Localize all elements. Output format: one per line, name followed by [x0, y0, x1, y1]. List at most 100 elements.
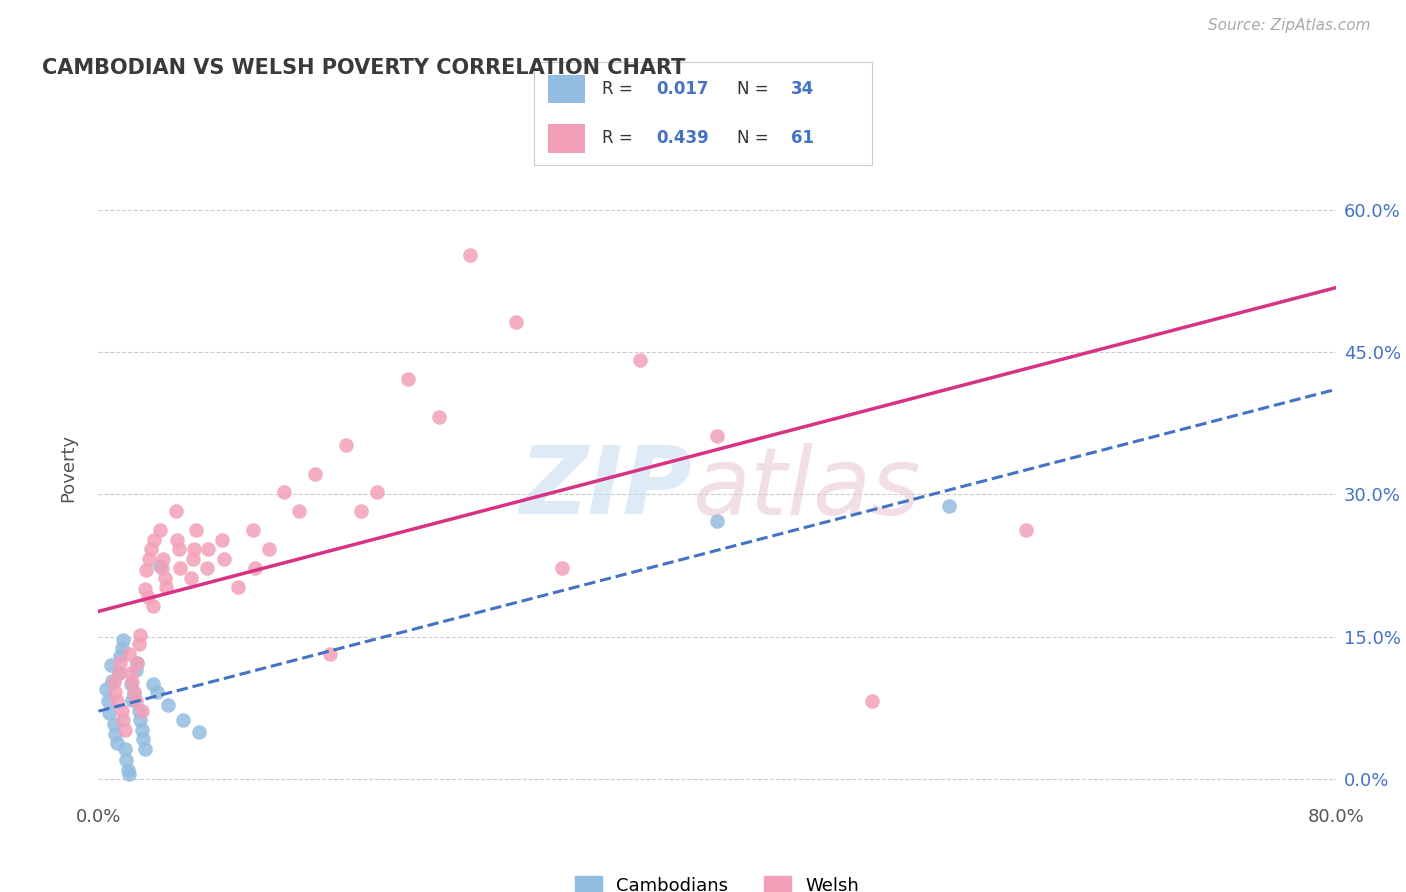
Point: [149, 558, 172, 573]
Point: [98, 706, 121, 720]
Point: [105, 694, 128, 708]
Point: [120, 665, 142, 680]
Point: [131, 704, 153, 718]
Text: Source: ZipAtlas.com: Source: ZipAtlas.com: [1208, 18, 1371, 33]
Point: [136, 590, 159, 604]
Point: [184, 524, 207, 538]
Point: [335, 438, 357, 452]
Point: [165, 504, 187, 518]
Point: [188, 724, 211, 739]
Point: [146, 685, 169, 699]
Point: [153, 571, 176, 585]
Point: [149, 524, 172, 538]
Point: [211, 533, 233, 547]
Point: [139, 542, 162, 557]
Point: [319, 647, 342, 661]
Point: [107, 665, 129, 680]
Point: [118, 647, 141, 661]
Point: [396, 371, 419, 385]
Point: [167, 542, 190, 557]
Text: N =: N =: [737, 129, 773, 147]
Point: [1015, 524, 1038, 538]
Point: [128, 704, 150, 718]
Point: [155, 581, 177, 595]
Point: [304, 467, 326, 481]
Point: [114, 741, 136, 756]
Point: [350, 504, 373, 518]
Point: [458, 248, 481, 262]
FancyBboxPatch shape: [548, 75, 585, 103]
Point: [706, 514, 728, 528]
Point: [212, 552, 235, 566]
Text: ZIP: ZIP: [519, 442, 692, 534]
Point: [157, 698, 180, 712]
Point: [105, 736, 128, 750]
Point: [96, 681, 118, 696]
Text: R =: R =: [602, 80, 638, 98]
Point: [628, 352, 651, 367]
Point: [129, 628, 152, 642]
Point: [108, 648, 131, 663]
Point: [938, 499, 960, 513]
Text: 34: 34: [790, 80, 814, 98]
Point: [128, 637, 150, 651]
Point: [104, 685, 127, 699]
Point: [143, 533, 166, 547]
Point: [173, 713, 195, 727]
Point: [134, 582, 156, 597]
Point: [152, 552, 174, 566]
Point: [122, 687, 145, 701]
Point: [242, 524, 264, 538]
Point: [138, 552, 160, 566]
Point: [427, 409, 450, 424]
Point: [129, 713, 152, 727]
Point: [112, 632, 135, 647]
Point: [114, 723, 136, 737]
Point: [118, 767, 141, 781]
Point: [183, 542, 205, 557]
Point: [135, 563, 157, 577]
Point: [127, 657, 149, 671]
Point: [104, 726, 127, 740]
Point: [112, 713, 135, 727]
Point: [197, 542, 219, 557]
Point: [100, 658, 122, 673]
Text: 0.439: 0.439: [655, 129, 709, 147]
Point: [132, 732, 155, 747]
Point: [111, 641, 134, 656]
Point: [257, 542, 280, 557]
Point: [117, 763, 139, 777]
Point: [706, 428, 728, 442]
Point: [180, 571, 202, 585]
Point: [181, 552, 204, 566]
Point: [97, 694, 120, 708]
Point: [166, 533, 188, 547]
Point: [243, 561, 266, 575]
Text: N =: N =: [737, 80, 773, 98]
Point: [195, 561, 218, 575]
Point: [505, 315, 527, 329]
Point: [121, 693, 143, 707]
Point: [101, 674, 124, 689]
Point: [103, 675, 125, 690]
Point: [142, 599, 165, 614]
Point: [131, 723, 153, 737]
Legend: Cambodians, Welsh: Cambodians, Welsh: [568, 869, 866, 892]
Text: R =: R =: [602, 129, 638, 147]
Point: [226, 581, 249, 595]
Point: [169, 561, 191, 575]
Point: [142, 677, 165, 691]
Point: [860, 694, 883, 708]
Point: [127, 657, 149, 671]
Point: [108, 657, 131, 671]
Point: [134, 741, 156, 756]
Point: [124, 694, 146, 708]
Text: atlas: atlas: [692, 442, 921, 534]
Text: CAMBODIAN VS WELSH POVERTY CORRELATION CHART: CAMBODIAN VS WELSH POVERTY CORRELATION C…: [42, 58, 686, 78]
Y-axis label: Poverty: Poverty: [59, 434, 77, 502]
Point: [551, 561, 574, 575]
Point: [122, 685, 145, 699]
FancyBboxPatch shape: [548, 124, 585, 153]
Point: [115, 753, 138, 767]
Point: [107, 665, 129, 680]
